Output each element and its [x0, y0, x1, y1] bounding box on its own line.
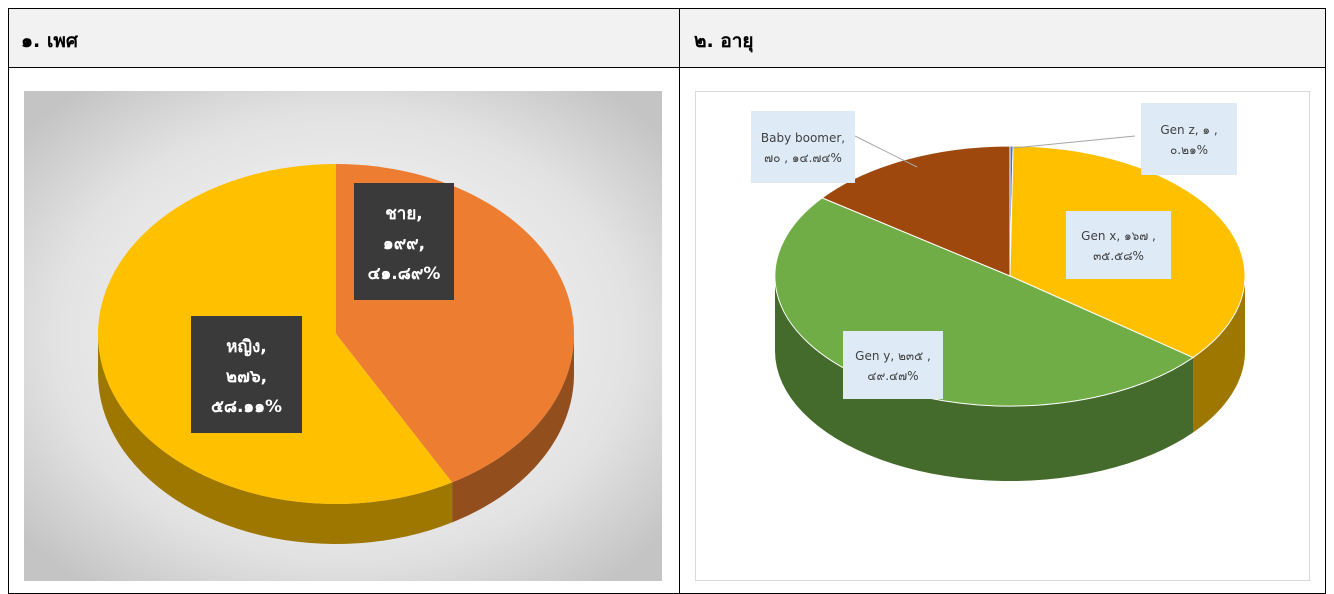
age-slice-side-2	[775, 276, 1194, 481]
column-divider	[679, 9, 680, 593]
gender-data-label-box-1	[191, 316, 302, 433]
age-data-label-box-3	[751, 111, 855, 183]
age-data-label-0-line-1: ๐.๒๑%	[1170, 143, 1208, 157]
gender-pie-chart: ชาย, ๑๙๙, ๔๑.๘๙% หญิง, ๒๗๖, ๕๘.๑๑%	[24, 91, 662, 581]
gender-data-label-1-line-0: หญิง,	[226, 337, 266, 357]
gender-data-label-0-line-0: ชาย,	[385, 204, 423, 224]
header-age: ๒. อายุ	[694, 30, 754, 52]
age-data-label-3-line-0: Baby boomer,	[761, 131, 845, 145]
age-pie-chart: Gen z, ๑ , ๐.๒๑% Gen x, ๑๖๗ , ๓๕.๕๘% Gen y, …	[695, 91, 1310, 581]
age-leader-line-3	[854, 135, 918, 168]
age-slice-3	[821, 145, 1011, 277]
table-header-row: ๑. เพศ ๒. อายุ	[9, 9, 1325, 68]
age-data-label-1-line-0: Gen x, ๑๖๗ ,	[1081, 229, 1156, 243]
age-data-label-box-0	[1141, 103, 1237, 175]
age-data-label-1-line-1: ๓๕.๕๘%	[1093, 249, 1144, 263]
gender-slice-side-1	[98, 334, 453, 544]
age-data-label-2-line-0: Gen y, ๒๓๕ ,	[855, 349, 931, 363]
gender-data-label-0-line-1: ๑๙๙,	[383, 234, 425, 254]
gender-data-label-0-line-2: ๔๑.๘๙%	[368, 264, 441, 284]
gender-data-label-box-0	[354, 183, 454, 300]
age-data-label-box-2	[843, 331, 943, 399]
age-slice-side-1	[1193, 276, 1245, 433]
age-leader-line-0	[1012, 135, 1136, 149]
age-data-label-box-1	[1066, 211, 1171, 279]
gender-data-label-1-line-1: ๒๗๖,	[226, 367, 267, 387]
gender-data-label-1-line-2: ๕๘.๑๑%	[211, 397, 282, 417]
gender-slice-side-0	[452, 334, 574, 523]
header-gender: ๑. เพศ	[21, 30, 78, 52]
age-data-label-3-line-1: ๗๐ , ๑๔.๗๔%	[764, 151, 842, 165]
age-data-label-0-line-0: Gen z, ๑ ,	[1160, 123, 1217, 137]
age-data-label-2-line-1: ๔๙.๔๗%	[867, 369, 918, 383]
data-table: ๑. เพศ ๒. อายุ ชาย, ๑๙๙, ๔๑.๘๙% หญิง, ๒๗๖, ๕๘…	[8, 8, 1326, 594]
